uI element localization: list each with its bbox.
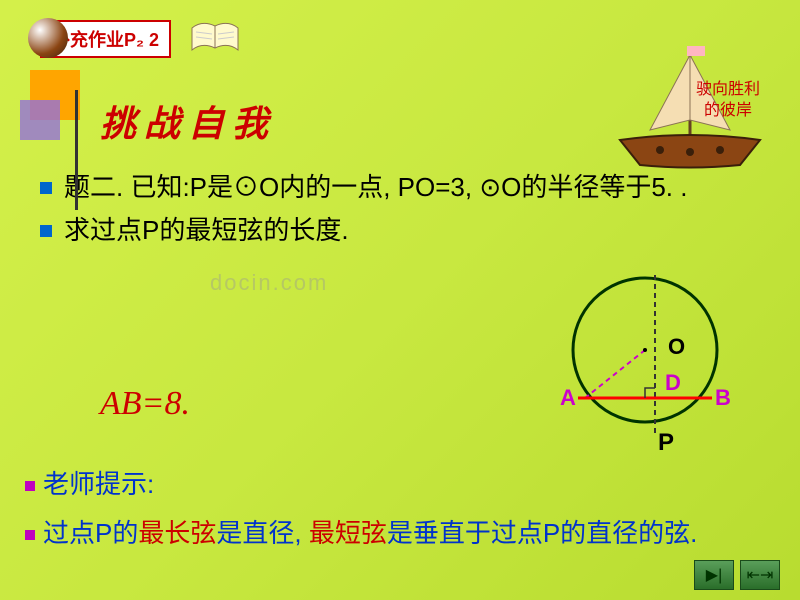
exit-button[interactable]: ⇤⇥ — [740, 560, 780, 590]
book-icon — [190, 20, 240, 55]
problem-line-2: 求过点P的最短弦的长度. — [40, 213, 770, 248]
hint-row-1: 老师提示: — [25, 465, 697, 504]
diagram-label-p: P — [658, 429, 674, 456]
hint-label: 老师提示: — [43, 469, 154, 499]
teacher-hint: 老师提示: 过点P的最长弦是直径, 最短弦是垂直于过点P的直径的弦. — [25, 465, 697, 553]
diagram-label-d: D — [665, 370, 681, 395]
decorative-sphere — [28, 18, 68, 58]
problem-text-2: 求过点P的最短弦的长度. — [64, 213, 349, 248]
hint-prefix: 过点P的 — [43, 518, 138, 548]
hint-shortest: 最短弦 — [309, 518, 387, 548]
hint-mid: 是直径, — [216, 518, 308, 548]
hint-bullet-icon — [25, 481, 35, 491]
diagram-label-a: A — [560, 385, 576, 410]
bullet-icon — [40, 182, 52, 194]
diagram-label-o: O — [668, 334, 685, 359]
circle-diagram: O A B D P — [550, 270, 740, 460]
problem-line-1: 题二. 已知:P是⊙O内的一点, PO=3, ⊙O的半径等于5. . — [40, 170, 770, 205]
slide-title: 挑战自我 — [100, 95, 276, 147]
hint-suffix: 是垂直于过点P的直径的弦. — [387, 518, 698, 548]
watermark-text: docin.com — [210, 270, 328, 296]
content-area: 题二. 已知:P是⊙O内的一点, PO=3, ⊙O的半径等于5. . 求过点P的… — [40, 170, 770, 256]
diagram-od-dash — [585, 350, 645, 398]
hint-row-2: 过点P的最长弦是直径, 最短弦是垂直于过点P的直径的弦. — [25, 514, 697, 553]
diagram-center-dot — [643, 348, 647, 352]
ship-text-2: 的彼岸 — [704, 102, 752, 119]
bullet-icon — [40, 225, 52, 237]
next-slide-button[interactable]: ▶| — [694, 560, 734, 590]
nav-buttons: ▶| ⇤⇥ — [694, 560, 780, 590]
ship-caption: 驶向胜利 的彼岸 — [696, 80, 760, 122]
hint-longest: 最长弦 — [138, 518, 216, 548]
answer-text: AB=8. — [100, 385, 190, 423]
problem-text-1: 题二. 已知:P是⊙O内的一点, PO=3, ⊙O的半径等于5. . — [64, 170, 687, 205]
ship-text-1: 驶向胜利 — [696, 81, 760, 98]
hint-bullet-icon — [25, 530, 35, 540]
diagram-label-b: B — [715, 385, 731, 410]
